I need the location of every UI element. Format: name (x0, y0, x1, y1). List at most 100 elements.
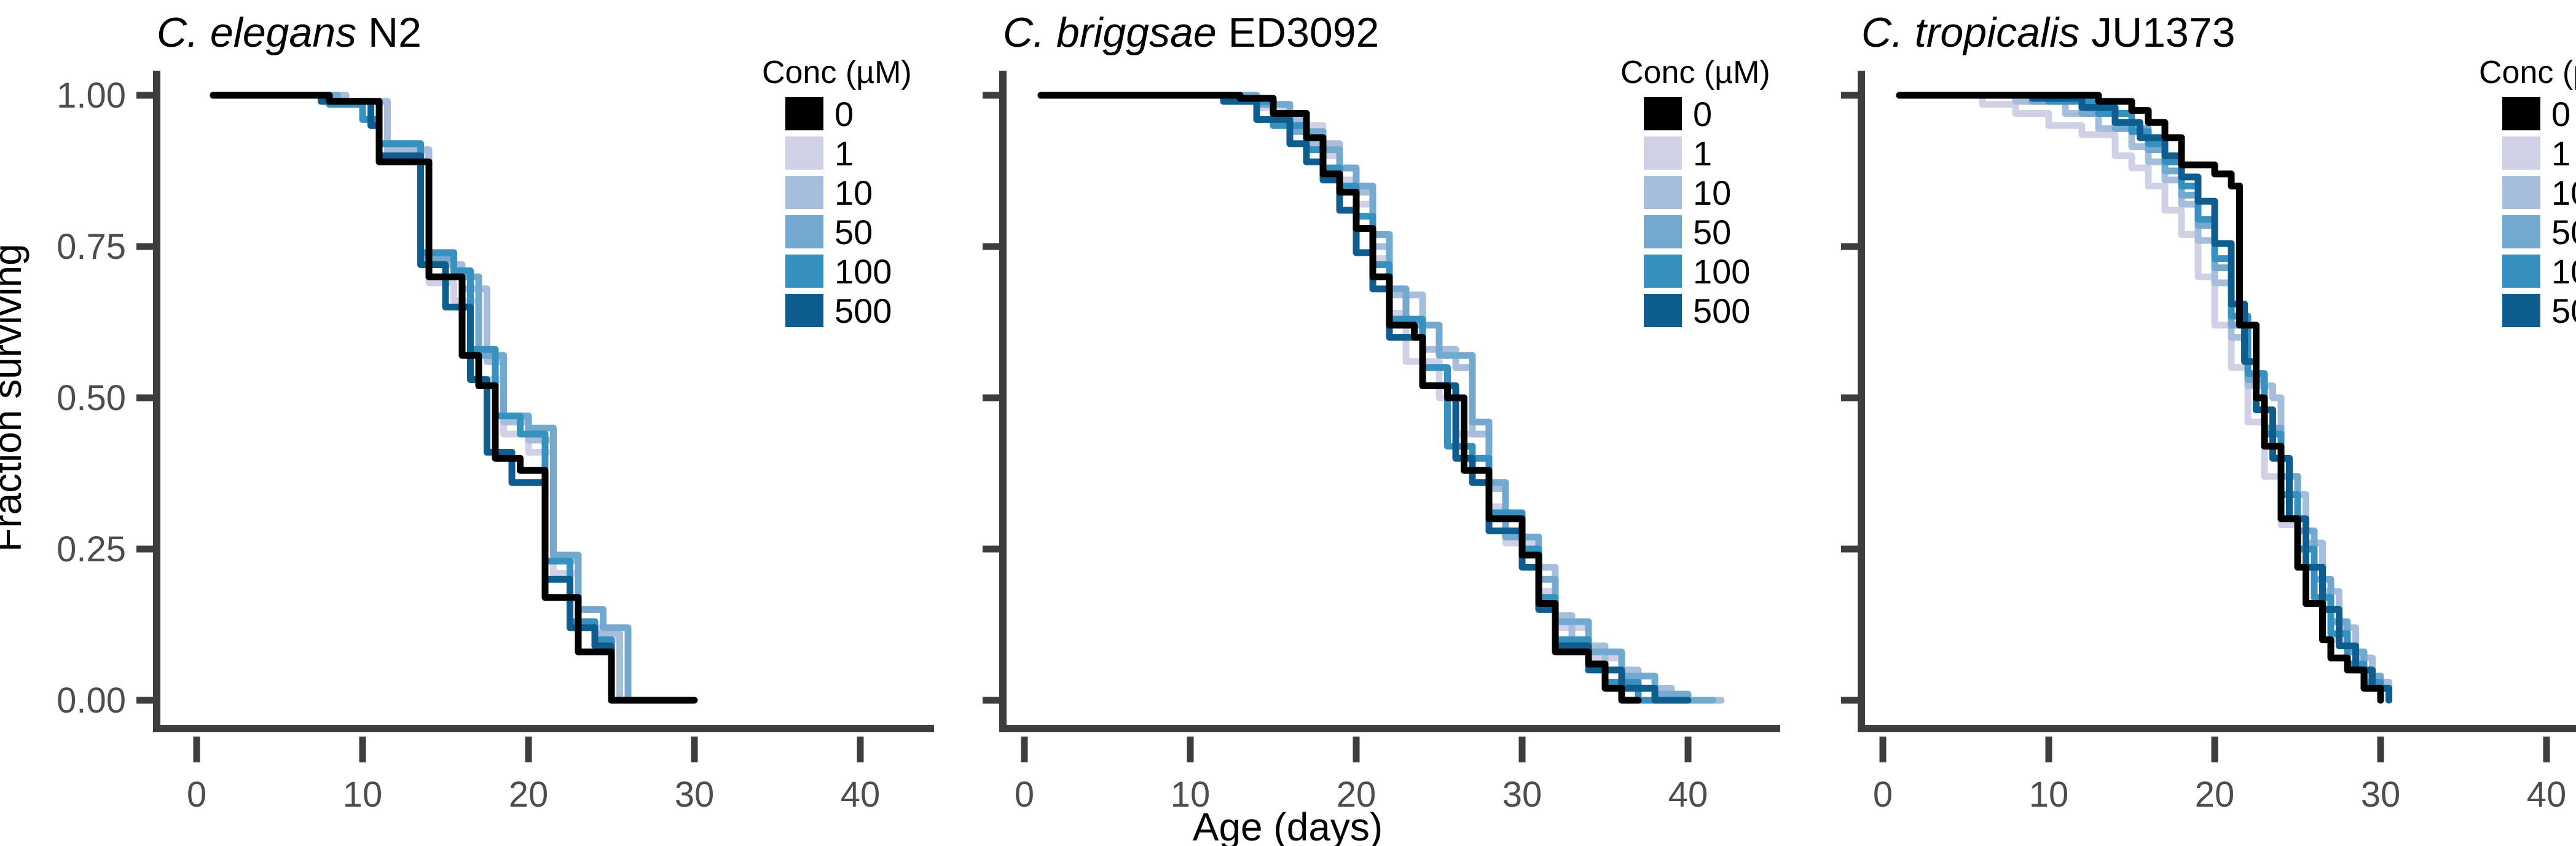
legend-label: 10 (1693, 173, 1732, 212)
legend-label: 500 (2551, 291, 2576, 330)
survival-curve-10uM (1896, 92, 2392, 704)
legend-entry-500uM: 500 (2502, 291, 2576, 330)
x-tick-label: 20 (2195, 775, 2235, 815)
panel-title-strain: ED3092 (1228, 9, 1380, 56)
survival-curve-0uM (210, 92, 698, 704)
panel-c-briggsae-ed3092: C. briggsae ED3092 0 10 20 30 40 Conc (µM) 0… (858, 0, 1780, 846)
legend-swatch-1uM (1644, 136, 1682, 170)
x-tick-label: 30 (2361, 775, 2401, 815)
legend-entry-10uM: 10 (785, 173, 922, 212)
x-tick-label: 40 (1668, 775, 1708, 815)
panel-title-strain: N2 (368, 9, 422, 56)
survival-curve-0uM (1896, 92, 2384, 704)
y-tick-label: 0.25 (57, 529, 126, 569)
legend-swatch-0uM (2502, 97, 2540, 130)
legend-title: Conc (µM) (2479, 55, 2576, 90)
survival-curve-500uM (210, 92, 615, 704)
legend-swatch-500uM (785, 294, 823, 327)
legend-entry-0uM: 0 (785, 95, 922, 133)
survival-curve-1uM (1896, 92, 2384, 704)
survival-curve-10uM (210, 92, 623, 704)
legend-label: 50 (2551, 212, 2576, 251)
x-tick-label: 0 (1015, 775, 1034, 815)
legend-label: 500 (1693, 291, 1751, 330)
legend-swatch-50uM (1644, 215, 1682, 248)
legend-swatch-50uM (785, 215, 823, 248)
legend-swatch-10uM (785, 176, 823, 209)
legend-entry-0uM: 0 (2502, 95, 2576, 133)
survival-curve-100uM (210, 92, 615, 704)
x-tick-label: 0 (187, 775, 206, 815)
legend-label: 50 (1693, 212, 1732, 251)
legend-swatch-100uM (2502, 255, 2540, 288)
legend-label: 10 (2551, 173, 2576, 212)
legend-entry-1uM: 1 (2502, 134, 2576, 173)
x-axis-title: Age (days) (1192, 805, 1383, 846)
legend-entry-50uM: 50 (2502, 213, 2576, 251)
x-tick-label: 40 (2527, 775, 2567, 815)
legend-label: 1 (834, 133, 854, 173)
survival-curve-500uM (1896, 92, 2392, 704)
y-tick-label: 0.50 (57, 378, 126, 418)
survival-curve-0uM (1037, 92, 1642, 704)
survival-curve-1uM (210, 92, 623, 704)
x-tick-label: 0 (1873, 775, 1893, 815)
legend-label: 100 (2551, 251, 2576, 291)
legend-label: 0 (834, 94, 854, 133)
legend-label: 1 (1693, 133, 1713, 173)
x-tick-label: 10 (2029, 775, 2069, 815)
legend-swatch-500uM (2502, 294, 2540, 327)
panel-title: C. elegans N2 (157, 10, 422, 56)
panel-title-species: C. elegans (157, 9, 357, 56)
legend-label: 0 (1693, 94, 1713, 133)
legend-entry-50uM: 50 (785, 213, 922, 251)
legend-swatch-0uM (785, 97, 823, 130)
legend-swatch-1uM (2502, 136, 2540, 170)
panel-title-strain: JU1373 (2091, 9, 2236, 56)
legend-entry-50uM: 50 (1644, 213, 1780, 251)
legend-label: 100 (1693, 251, 1751, 291)
y-tick-label: 1.00 (57, 76, 126, 116)
x-tick-label: 30 (1502, 775, 1542, 815)
panel-title: C. tropicalis JU1373 (1861, 10, 2236, 56)
legend-entry-100uM: 100 (1644, 252, 1780, 291)
legend-entry-500uM: 500 (785, 291, 922, 330)
panel-title-species: C. tropicalis (1861, 9, 2080, 56)
survival-curve-100uM (1037, 92, 1659, 704)
y-tick-label: 0.75 (57, 227, 126, 267)
panel-c-elegans-n2: C. elegans N2 0.00 0.25 0.50 0.75 1.00 0 10 20 3… (0, 0, 934, 846)
legend-entry-0uM: 0 (1644, 95, 1780, 133)
legend-swatch-0uM (1644, 97, 1682, 130)
plot-area: 0.000.250.500.751.000 10 20 30 40 (57, 71, 934, 815)
panel-title-species: C. briggsae (1003, 9, 1217, 56)
survival-curve-50uM (1037, 92, 1716, 704)
legend-entry-10uM: 10 (1644, 173, 1780, 212)
legend-entry-1uM: 1 (1644, 133, 1780, 173)
survival-curve-10uM (1037, 92, 1725, 704)
plot-area: 0 10 20 30 40 (983, 71, 1780, 815)
legend-swatch-100uM (1644, 255, 1682, 288)
legend-label: 100 (834, 251, 892, 291)
legend-label: 0 (2551, 94, 2571, 133)
x-tick-label: 10 (343, 775, 383, 815)
legend-entry-100uM: 100 (785, 252, 922, 291)
x-tick-label: 10 (1171, 775, 1211, 815)
legend-label: 500 (834, 291, 892, 330)
y-tick-label: 0.00 (57, 681, 126, 721)
legend-entry-100uM: 100 (2502, 252, 2576, 291)
legend-entry-10uM: 10 (2502, 173, 2576, 212)
legend-entry-500uM: 500 (1644, 291, 1780, 330)
plot-area: 0 10 20 30 40 (1841, 71, 2576, 815)
x-tick-label: 20 (509, 775, 549, 815)
x-tick-label: 30 (675, 775, 715, 815)
legend-title: Conc (µM) (1620, 55, 1770, 90)
legend-swatch-500uM (1644, 294, 1682, 327)
